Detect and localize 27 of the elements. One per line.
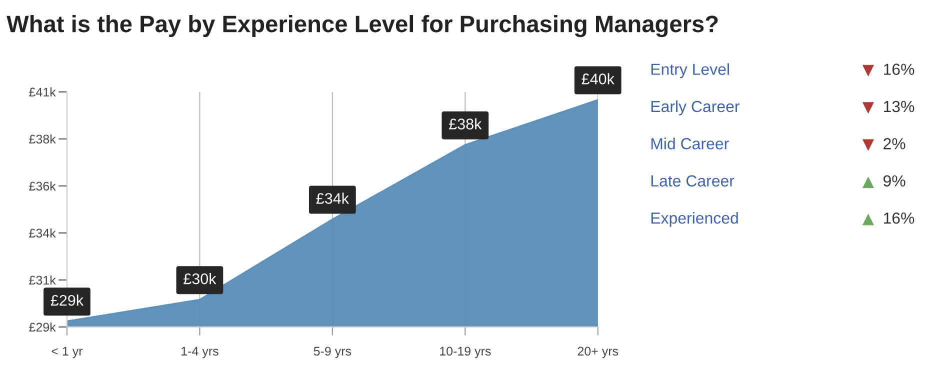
x-tick-label: 20+ yrs [578, 346, 618, 358]
y-tick-label: £36k [29, 181, 56, 191]
category-label: Entry Level [651, 63, 729, 78]
category-label: Late Career [651, 175, 734, 187]
data-label: 9% [884, 175, 906, 187]
y-tick-label: £41k [29, 87, 56, 96]
category-label: Experienced [651, 212, 738, 227]
x-tick-label: 1-4 yrs [182, 346, 218, 358]
data-label: £30k [184, 272, 216, 284]
data-label: 13% [884, 100, 914, 112]
category-label: Mid Career [651, 138, 729, 150]
y-tick-label: £38k [29, 134, 56, 144]
data-label: 2% [884, 138, 906, 150]
category-label: Early Career [651, 100, 740, 116]
data-label: £38k [449, 118, 482, 130]
chart-title: What is the Pay by Experience Level for Purchasing Managers? [6, 14, 718, 38]
data-label: £29k [50, 294, 84, 306]
data-label: 16% [884, 212, 914, 224]
x-tick-label: 5-9 yrs [314, 346, 352, 358]
data-label: 16% [884, 64, 914, 75]
y-tick-label: £34k [29, 228, 56, 238]
x-tick-label: < 1 yr [52, 346, 83, 358]
y-tick-label: £29k [29, 322, 56, 332]
x-tick-label: 10-19 yrs [440, 346, 491, 358]
y-tick-label: £31k [29, 275, 56, 285]
data-label: £34k [316, 192, 350, 204]
data-label: £40k [582, 73, 614, 84]
